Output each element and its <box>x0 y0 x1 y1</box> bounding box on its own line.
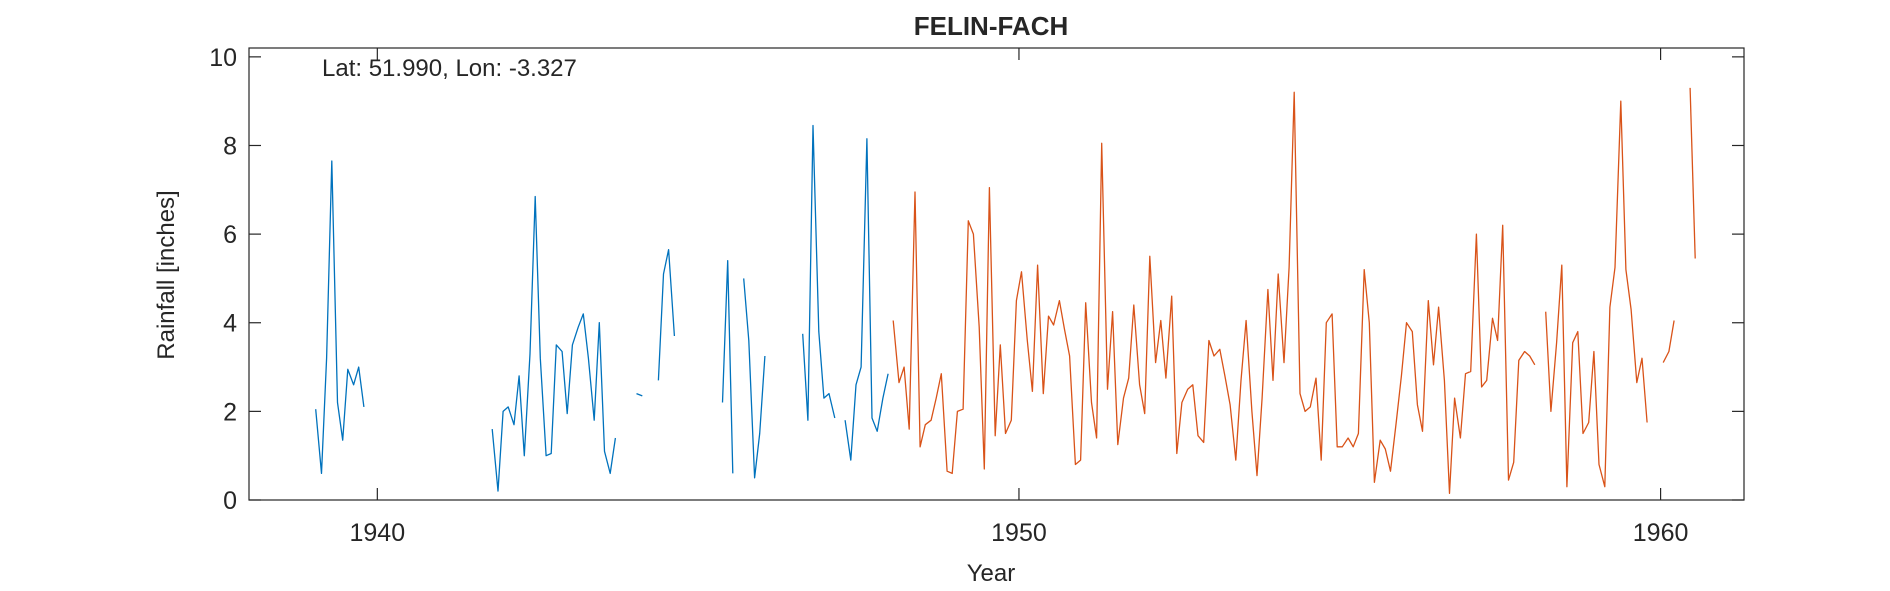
y-tick-label: 6 <box>223 221 237 249</box>
series-1 <box>315 124 889 492</box>
series-line-segment <box>491 195 617 492</box>
series-line-segment <box>1545 100 1648 488</box>
location-annotation: Lat: 51.990, Lon: -3.327 <box>322 55 577 82</box>
series-line-segment <box>657 248 676 381</box>
series-line-segment <box>721 260 734 474</box>
series-layer <box>315 87 1696 495</box>
y-tick-label: 4 <box>223 310 237 338</box>
plot-frame <box>248 47 1745 501</box>
plot-border <box>248 47 1745 501</box>
y-tick-label: 10 <box>209 44 237 72</box>
chart-title: FELIN-FACH <box>914 11 1069 41</box>
series-line-segment <box>802 124 836 421</box>
series-line-segment <box>636 392 643 397</box>
x-tick-label: 1950 <box>991 519 1047 547</box>
axis-ticks: 0 2 4 6 8 10 1940 1950 1960 <box>209 44 1744 547</box>
y-tick-label: 8 <box>223 132 237 160</box>
series-line-segment <box>844 138 889 461</box>
y-tick-label: 0 <box>223 487 237 515</box>
x-tick-label: 1940 <box>350 519 406 547</box>
series-line-segment <box>1689 87 1696 259</box>
series-line-segment <box>743 278 766 479</box>
series-line-segment <box>315 160 365 475</box>
series-line-segment <box>892 91 1536 495</box>
x-tick-label: 1960 <box>1633 519 1689 547</box>
x-axis-label: Year <box>967 560 1016 587</box>
y-axis-label: Rainfall [inches] <box>153 190 180 359</box>
series-line-segment <box>1662 320 1675 363</box>
series-2 <box>892 87 1696 495</box>
y-tick-label: 2 <box>223 398 237 426</box>
